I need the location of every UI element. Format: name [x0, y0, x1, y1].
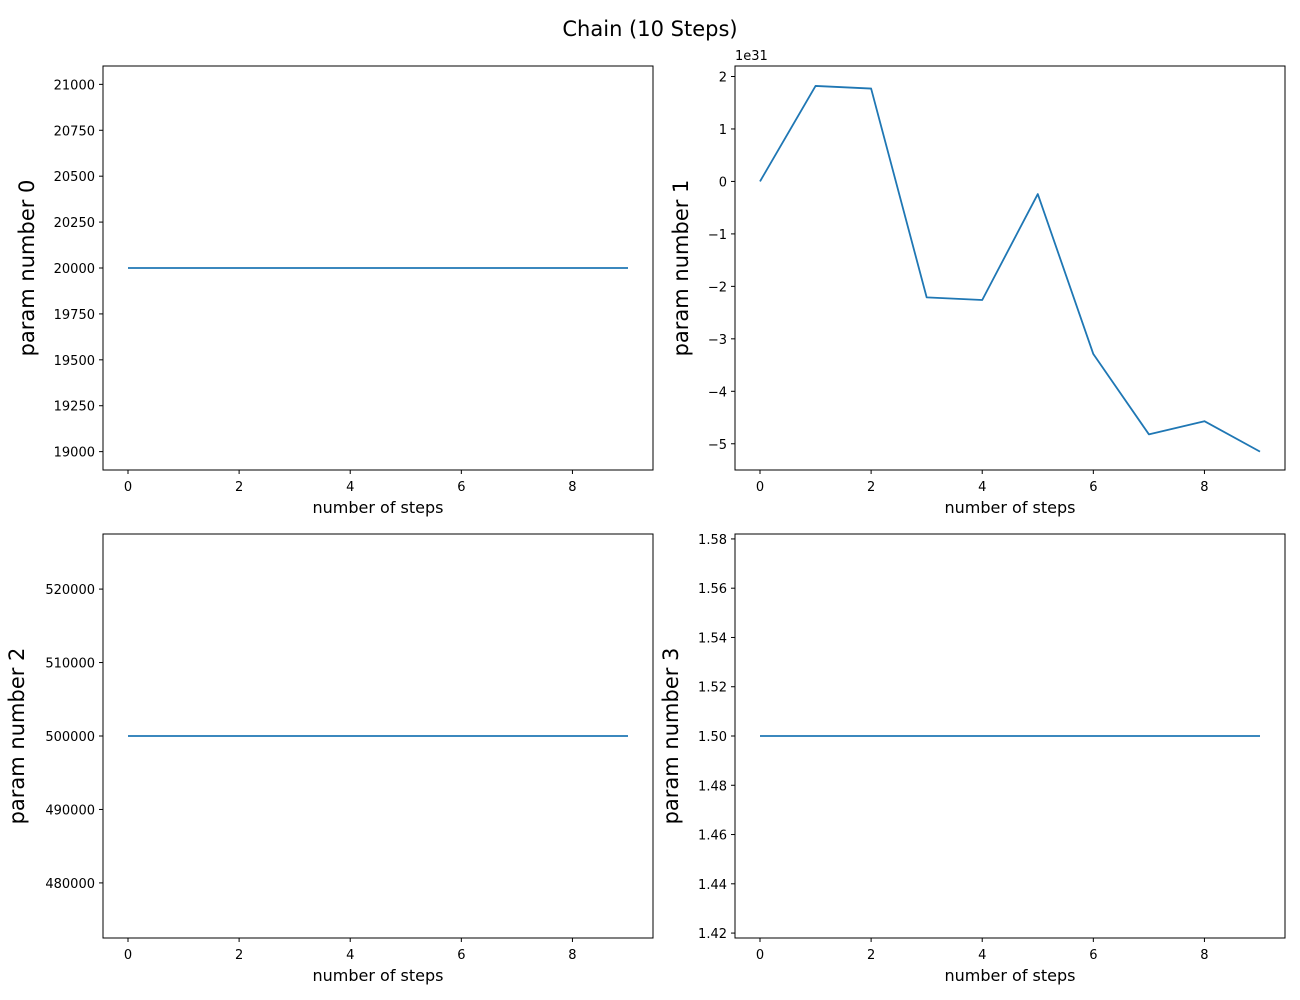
y-tick-label: 20000: [54, 262, 95, 277]
axes-frame: [102, 65, 654, 471]
y-axis-label: param number 3: [659, 648, 683, 825]
x-tick-label: 0: [756, 948, 764, 963]
subplot-1: 0 2 4 6 8 −5 −4 −3 −2 −1 0 1 2 number of steps param n…: [669, 49, 1286, 517]
axes-frame: [734, 533, 1286, 939]
x-tick-label: 6: [457, 480, 465, 495]
y-axis-label: param number 1: [669, 180, 693, 357]
y-tick-label: 480000: [45, 877, 95, 892]
y-tick-label: −3: [708, 333, 727, 348]
y-tick-label: −1: [708, 228, 727, 243]
subplot-2: 0 2 4 6 8 480000 490000 500000 510000 520000 numbe…: [5, 533, 654, 985]
axes-frame: [102, 533, 654, 939]
x-tick-label: 0: [124, 480, 132, 495]
x-tick-label: 0: [756, 480, 764, 495]
x-tick-label: 6: [457, 948, 465, 963]
y-tick-label: 1.42: [698, 927, 727, 942]
x-tick-label: 8: [1200, 480, 1208, 495]
x-axis-label: number of steps: [945, 966, 1076, 985]
x-tick-label: 4: [346, 948, 354, 963]
y-tick-label: 20500: [54, 170, 95, 185]
y-tick-label: 19500: [54, 354, 95, 369]
y-tick-label: −2: [708, 280, 727, 295]
y-tick-label: 1.44: [698, 878, 727, 893]
subplot-0: 0 2 4 6 8 19000 19250 19500 19750 20000 20250 20500…: [15, 65, 654, 517]
figure-title: Chain (10 Steps): [562, 17, 737, 41]
y-tick-label: 19000: [54, 446, 95, 461]
y-tick-label: 1.48: [698, 779, 727, 794]
x-tick-label: 8: [568, 948, 576, 963]
y-axis-label: param number 0: [15, 180, 39, 357]
y-tick-label: 0: [719, 175, 727, 190]
y-tick-label: 500000: [45, 730, 95, 745]
x-tick-label: 4: [978, 948, 986, 963]
x-tick-label: 6: [1089, 480, 1097, 495]
x-tick-label: 8: [568, 480, 576, 495]
x-axis-label: number of steps: [313, 966, 444, 985]
y-tick-label: 21000: [54, 78, 95, 93]
y-tick-label: 1.52: [698, 681, 727, 696]
series-line-0: [759, 85, 1261, 453]
y-tick-label: 520000: [45, 583, 95, 598]
y-tick-label: 20250: [54, 216, 95, 231]
y-tick-label: 20750: [54, 124, 95, 139]
y-axis-label: param number 2: [5, 648, 29, 825]
x-tick-label: 2: [867, 480, 875, 495]
x-tick-label: 2: [867, 948, 875, 963]
y-tick-label: 19250: [54, 400, 95, 415]
y-tick-label: 19750: [54, 308, 95, 323]
x-tick-label: 2: [235, 480, 243, 495]
x-tick-label: 2: [235, 948, 243, 963]
x-tick-label: 0: [124, 948, 132, 963]
y-tick-label: 490000: [45, 803, 95, 818]
y-tick-label: 1.50: [698, 730, 727, 745]
x-tick-label: 4: [978, 480, 986, 495]
y-tick-label: 1.58: [698, 533, 727, 548]
x-axis-label: number of steps: [313, 498, 444, 517]
y-tick-label: 1.46: [698, 829, 727, 844]
x-tick-label: 8: [1200, 948, 1208, 963]
x-tick-label: 4: [346, 480, 354, 495]
y-tick-label: 2: [719, 70, 727, 85]
y-tick-label: 510000: [45, 657, 95, 672]
y-tick-label: 1: [719, 123, 727, 138]
y-tick-label: −4: [708, 385, 727, 400]
y-tick-label: 1.54: [698, 631, 727, 646]
y-tick-label: 1.56: [698, 582, 727, 597]
axis-offset-text: 1e31: [735, 49, 768, 64]
y-tick-label: −5: [708, 438, 727, 453]
axes-frame: [734, 65, 1286, 471]
x-tick-label: 6: [1089, 948, 1097, 963]
subplot-3: 0 2 4 6 8 1.42 1.44 1.46 1.48 1.50 1.52 1.54 1.56 1.5…: [659, 533, 1286, 985]
x-axis-label: number of steps: [945, 498, 1076, 517]
